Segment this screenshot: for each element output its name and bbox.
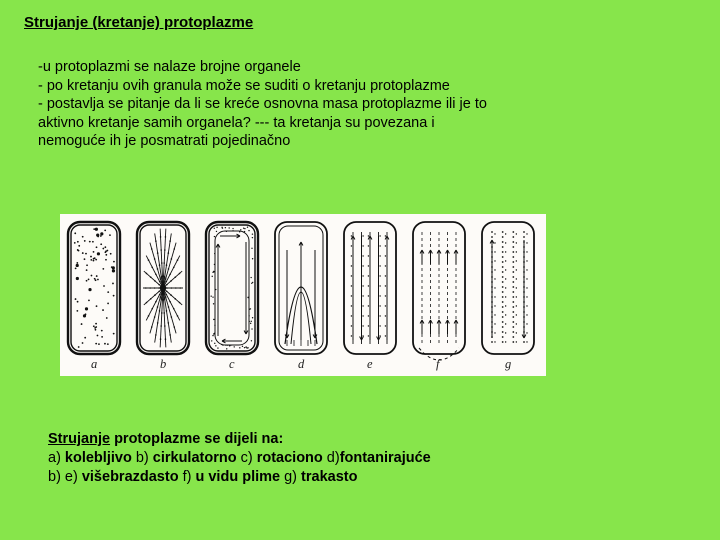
cell-diagram-figure: a b c d e f g xyxy=(60,214,546,376)
item-label: u vidu plime xyxy=(195,469,280,485)
intro-line: -u protoplazmi se nalaze brojne organele xyxy=(38,58,680,77)
intro-line: - po kretanju ovih granula može se sudit… xyxy=(38,77,680,96)
svg-text:f: f xyxy=(436,357,441,371)
item-prefix: d) xyxy=(323,450,340,466)
item-prefix: a) xyxy=(48,450,65,466)
footer-lead-rest: protoplazme se dijeli na: xyxy=(110,431,283,447)
svg-text:c: c xyxy=(229,357,235,371)
intro-text: -u protoplazmi se nalaze brojne organele… xyxy=(38,58,680,151)
item-prefix: f) xyxy=(179,469,196,485)
item-prefix: g) xyxy=(280,469,301,485)
svg-text:d: d xyxy=(298,357,305,371)
footer-line: b) e) višebrazdasto f) u vidu plime g) t… xyxy=(48,468,680,487)
svg-text:a: a xyxy=(91,357,97,371)
item-label: fontanirajuće xyxy=(340,450,431,466)
item-prefix: b) e) xyxy=(48,469,82,485)
footer-line: a) kolebljivo b) cirkulatorno c) rotacio… xyxy=(48,449,680,468)
item-label: rotaciono xyxy=(257,450,323,466)
item-label: trakasto xyxy=(301,469,357,485)
svg-text:g: g xyxy=(505,357,511,371)
classification-text: Strujanje protoplazme se dijeli na: a) k… xyxy=(48,430,680,487)
intro-line: aktivno kretanje samih organela? --- ta … xyxy=(38,114,680,133)
svg-text:e: e xyxy=(367,357,373,371)
page-title: Strujanje (kretanje) protoplazme xyxy=(24,14,253,31)
item-label: višebrazdasto xyxy=(82,469,179,485)
item-prefix: c) xyxy=(237,450,257,466)
footer-line: Strujanje protoplazme se dijeli na: xyxy=(48,430,680,449)
intro-line: - postavlja se pitanje da li se kreće os… xyxy=(38,95,680,114)
intro-line: nemoguće ih je posmatrati pojedinačno xyxy=(38,132,680,151)
item-label: cirkulatorno xyxy=(153,450,237,466)
svg-text:b: b xyxy=(160,357,166,371)
footer-lead: Strujanje xyxy=(48,431,110,447)
item-label: kolebljivo xyxy=(65,450,132,466)
item-prefix: b) xyxy=(132,450,153,466)
